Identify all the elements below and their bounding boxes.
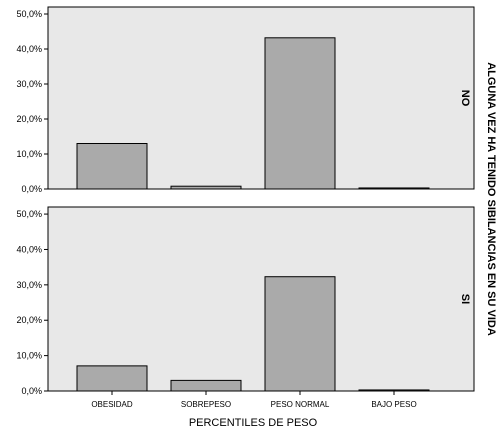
bar-no-2 bbox=[264, 37, 336, 190]
bar-si-0 bbox=[76, 365, 148, 392]
x-category-label: SOBREPESO bbox=[181, 400, 231, 409]
bar-no-1 bbox=[170, 185, 242, 190]
bar-no-0 bbox=[76, 143, 148, 190]
bar-si-1 bbox=[170, 379, 242, 392]
y-tick-label: 0,0% bbox=[21, 386, 42, 396]
y-tick-label: 0,0% bbox=[21, 184, 42, 194]
y-tick-label: 30,0% bbox=[16, 280, 42, 290]
y-tick-label: 50,0% bbox=[16, 9, 42, 19]
x-category-label: OBESIDAD bbox=[91, 400, 133, 409]
y-tick-label: 10,0% bbox=[16, 351, 42, 361]
y-tick-label: 50,0% bbox=[16, 209, 42, 219]
y-tick-label: 40,0% bbox=[16, 44, 42, 54]
x-category-label: PESO NORMAL bbox=[271, 400, 330, 409]
y-tick-label: 10,0% bbox=[16, 149, 42, 159]
plot-panel-si bbox=[47, 206, 475, 392]
x-axis-title: PERCENTILES DE PESO bbox=[189, 417, 318, 429]
facet-panel-label: NO bbox=[459, 90, 471, 107]
y-tick-label: 20,0% bbox=[16, 315, 42, 325]
bar-no-3 bbox=[358, 187, 430, 190]
bar-si-3 bbox=[358, 389, 430, 392]
y-tick-label: 40,0% bbox=[16, 244, 42, 254]
y-tick-label: 20,0% bbox=[16, 114, 42, 124]
x-category-label: BAJO PESO bbox=[371, 400, 416, 409]
bar-si-2 bbox=[264, 276, 336, 392]
y-tick-label: 30,0% bbox=[16, 79, 42, 89]
facet-panel-label: SI bbox=[459, 294, 471, 304]
facet-title: ALGUNA VEZ HA TENIDO SIBILANCIAS EN SU V… bbox=[485, 62, 497, 336]
